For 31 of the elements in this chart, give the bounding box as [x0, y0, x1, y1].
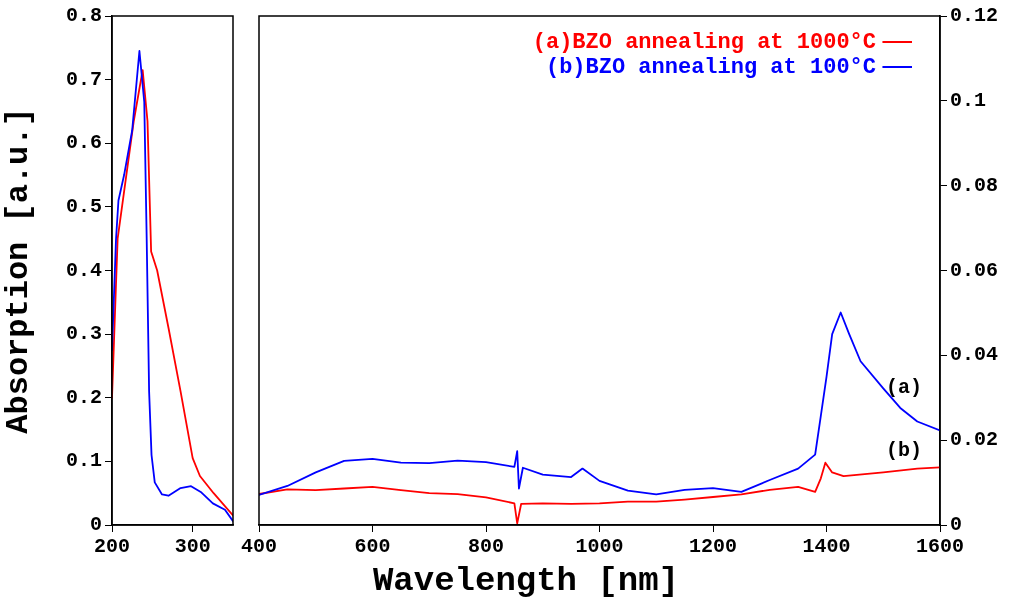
y-tick-label: 0.7: [65, 67, 102, 91]
y-tick-label: 0: [950, 513, 963, 537]
y-tick-label: 0.1: [65, 449, 102, 473]
y-tick-label: 0.8: [65, 4, 102, 28]
y-tick-label: 0.08: [950, 173, 999, 197]
legend-label: (b)BZO annealing at 100°C: [545, 54, 876, 80]
y-tick-label: 0.2: [65, 385, 102, 409]
y-tick-label: 0: [89, 513, 102, 537]
x-tick-label: 600: [354, 535, 391, 559]
annotation: (b): [885, 439, 922, 463]
x-tick-label: 1200: [688, 535, 738, 559]
y-tick-label: 0.1: [950, 88, 987, 112]
y-tick-label: 0.4: [65, 258, 102, 282]
y-tick-label: 0.3: [65, 322, 102, 346]
x-tick-label: 1000: [575, 535, 624, 559]
x-tick-label: 1400: [802, 535, 851, 559]
y-tick-label: 0.5: [65, 194, 102, 218]
y-tick-label: 0.04: [950, 343, 999, 367]
x-tick-label: 1600: [915, 535, 965, 559]
annotation: (a): [885, 375, 922, 399]
x-tick-label: 200: [93, 535, 131, 559]
x-tick-label: 800: [467, 535, 505, 559]
legend-label: (a)BZO annealing at 1000°C: [532, 29, 876, 55]
y-tick-label: 0.02: [950, 428, 999, 452]
x-tick-label: 400: [241, 535, 278, 559]
y-tick-label: 0.6: [65, 131, 102, 155]
y-tick-label: 0.12: [950, 4, 999, 28]
x-tick-label: 300: [174, 535, 211, 559]
y-axis-title: Absorption [a.u.]: [0, 107, 38, 434]
x-axis-title: Wavelength [nm]: [371, 562, 681, 600]
y-tick-label: 0.06: [950, 258, 999, 282]
